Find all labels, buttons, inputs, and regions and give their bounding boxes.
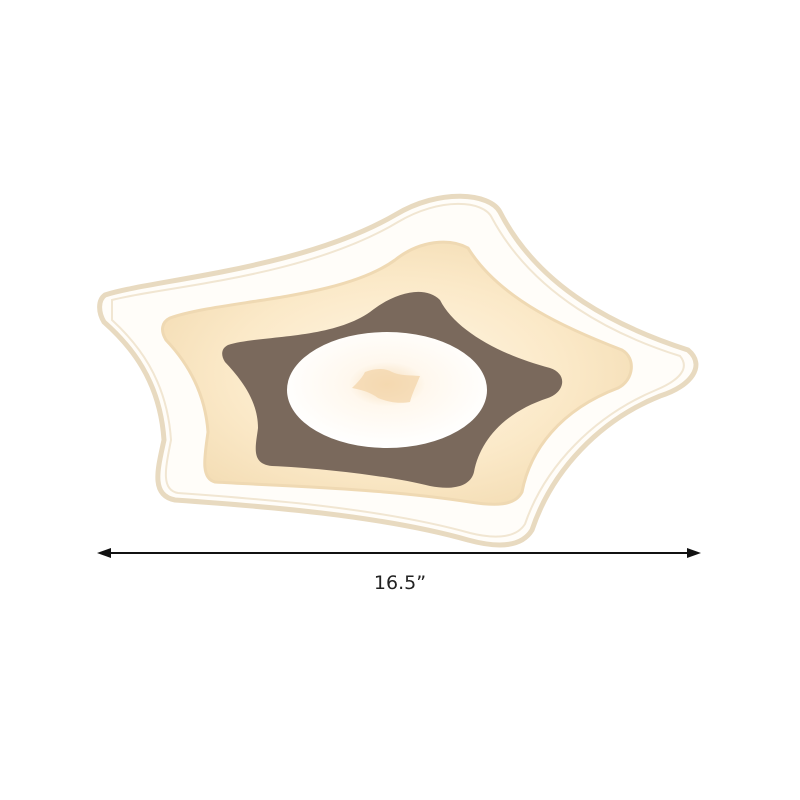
dimension-arrow [97, 548, 701, 558]
arrow-right-icon [687, 548, 701, 558]
dimension-label: 16.5” [373, 572, 427, 594]
arrow-left-icon [97, 548, 111, 558]
center-star-glow [352, 369, 420, 403]
